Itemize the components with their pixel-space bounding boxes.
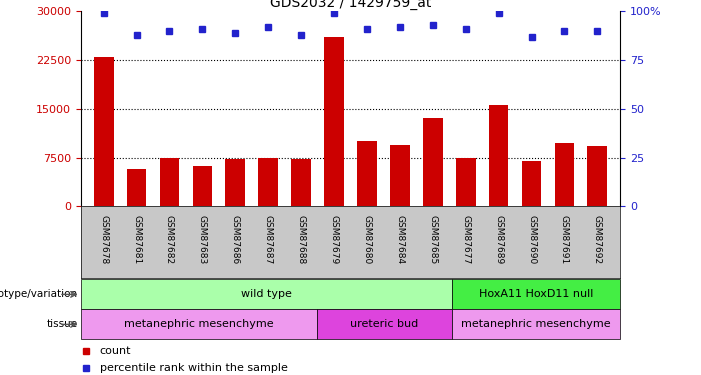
- Bar: [489, 105, 508, 206]
- Text: GSM87691: GSM87691: [560, 215, 569, 264]
- Bar: [81, 279, 451, 309]
- Text: GSM87690: GSM87690: [527, 215, 536, 264]
- Text: GSM87689: GSM87689: [494, 215, 503, 264]
- Text: ureteric bud: ureteric bud: [350, 320, 418, 329]
- Bar: [451, 309, 620, 339]
- Text: HoxA11 HoxD11 null: HoxA11 HoxD11 null: [479, 290, 593, 299]
- Text: GSM87679: GSM87679: [329, 215, 339, 264]
- Bar: [226, 159, 245, 206]
- Bar: [259, 158, 278, 206]
- Bar: [127, 168, 147, 206]
- Bar: [587, 147, 607, 206]
- Bar: [193, 166, 212, 206]
- Bar: [291, 159, 311, 206]
- Text: GSM87686: GSM87686: [231, 215, 240, 264]
- Text: GSM87684: GSM87684: [395, 215, 404, 264]
- Bar: [423, 118, 442, 206]
- Text: GSM87688: GSM87688: [297, 215, 306, 264]
- Text: metanephric mesenchyme: metanephric mesenchyme: [124, 320, 273, 329]
- Bar: [357, 141, 377, 206]
- Text: percentile rank within the sample: percentile rank within the sample: [100, 363, 287, 373]
- Text: wild type: wild type: [240, 290, 292, 299]
- Text: GSM87677: GSM87677: [461, 215, 470, 264]
- Text: GSM87685: GSM87685: [428, 215, 437, 264]
- Text: GSM87692: GSM87692: [593, 215, 602, 264]
- Bar: [451, 279, 620, 309]
- Bar: [81, 309, 317, 339]
- Bar: [317, 309, 451, 339]
- Bar: [160, 158, 179, 206]
- Bar: [522, 161, 541, 206]
- Text: GSM87683: GSM87683: [198, 215, 207, 264]
- Bar: [94, 57, 114, 206]
- Bar: [456, 158, 475, 206]
- Text: GSM87682: GSM87682: [165, 215, 174, 264]
- Text: tissue: tissue: [47, 320, 78, 329]
- Text: GSM87687: GSM87687: [264, 215, 273, 264]
- Text: GSM87678: GSM87678: [99, 215, 108, 264]
- Bar: [390, 144, 410, 206]
- Text: GSM87681: GSM87681: [132, 215, 141, 264]
- Bar: [324, 37, 344, 206]
- Bar: [554, 142, 574, 206]
- Text: genotype/variation: genotype/variation: [0, 290, 78, 299]
- Text: metanephric mesenchyme: metanephric mesenchyme: [461, 320, 611, 329]
- Text: GSM87680: GSM87680: [362, 215, 372, 264]
- Title: GDS2032 / 1429759_at: GDS2032 / 1429759_at: [270, 0, 431, 10]
- Text: count: count: [100, 346, 131, 356]
